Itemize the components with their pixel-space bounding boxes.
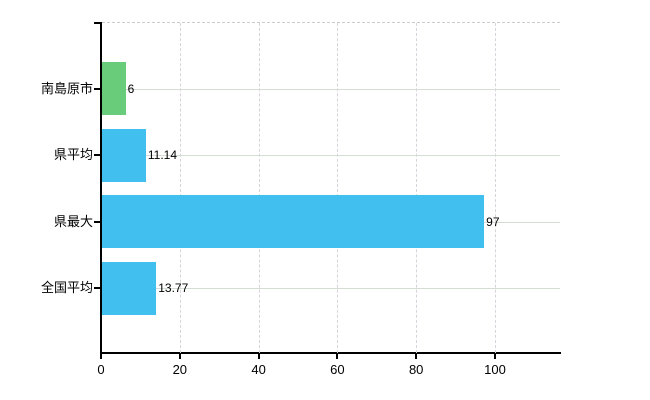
bar-value-label: 11.14 — [147, 148, 178, 162]
vertical-gridline — [495, 23, 496, 353]
x-tick-label: 40 — [251, 362, 266, 377]
bar-value-label: 6 — [127, 81, 135, 96]
bar — [102, 195, 485, 248]
bar — [102, 62, 126, 115]
y-axis-tick — [94, 287, 101, 289]
horizontal-gridline — [102, 88, 560, 90]
vertical-gridline — [179, 23, 181, 353]
vertical-gridline — [416, 23, 418, 353]
horizontal-gridline — [102, 288, 560, 289]
x-axis-tick — [494, 354, 496, 359]
category-label: 県平均 — [53, 147, 93, 162]
horizontal-gridline — [102, 155, 560, 156]
x-tick-label: 20 — [172, 362, 188, 377]
y-axis-line — [100, 22, 102, 353]
y-axis-tick — [94, 220, 101, 223]
category-label: 県最大 — [53, 213, 93, 229]
x-tick-label: 60 — [330, 362, 345, 377]
x-axis-tick — [100, 354, 102, 359]
x-tick-label: 80 — [408, 362, 424, 377]
x-tick-label: 0 — [97, 362, 105, 377]
vertical-gridline — [258, 23, 260, 353]
bar-value-label: 13.77 — [158, 281, 189, 295]
x-tick-label: 100 — [484, 362, 506, 377]
bar — [102, 261, 157, 315]
bar — [102, 128, 146, 182]
y-axis-tick — [94, 154, 101, 156]
plot-area-top-border — [102, 22, 560, 23]
vertical-gridline — [337, 23, 339, 353]
category-label: 南島原市 — [40, 80, 93, 96]
x-axis-tick — [178, 354, 181, 359]
x-axis-tick — [257, 354, 260, 359]
category-label: 全国平均 — [40, 280, 93, 295]
y-axis-top-tick — [94, 22, 101, 24]
x-axis-tick — [415, 354, 418, 359]
y-axis-tick — [94, 87, 101, 90]
x-axis-line — [100, 352, 561, 354]
x-axis-tick — [336, 354, 339, 359]
bar-value-label: 97 — [486, 214, 500, 229]
